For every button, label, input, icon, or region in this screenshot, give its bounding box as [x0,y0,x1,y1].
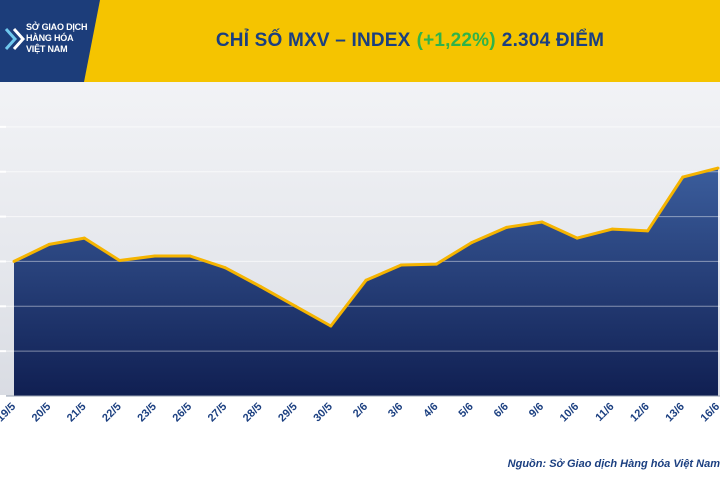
x-tick-label: 28/5 [241,401,265,425]
data-point [329,324,333,328]
data-point [118,259,122,263]
x-tick-label: 4/6 [421,401,440,420]
x-tick-label: 20/5 [30,401,54,425]
chevron-logo-icon [4,27,26,51]
x-tick-label: 13/6 [663,401,687,425]
x-tick-label: 5/6 [456,401,475,420]
x-tick-label: 2/6 [351,401,370,420]
chart-header: SỞ GIAO DỊCH HÀNG HÓA VIỆT NAM CHỈ SỐ MX… [0,0,720,82]
x-tick-label: 19/5 [0,401,18,425]
x-tick-label: 16/6 [699,401,720,425]
title-main: CHỈ SỐ MXV – INDEX [215,30,411,51]
data-point [540,220,544,224]
x-tick-label: 30/5 [311,401,335,425]
data-point [364,278,368,282]
data-point [470,241,474,245]
data-point [294,304,298,308]
x-tick-label: 6/6 [492,401,511,420]
data-point [223,266,227,270]
x-tick-label: 10/6 [558,401,582,425]
x-tick-label: 27/5 [206,401,230,425]
x-tick-label: 29/5 [276,401,300,425]
brand-line-1: SỞ GIAO DỊCH [26,22,88,32]
x-tick-label: 11/6 [593,401,616,424]
title-value: 2.304 ĐIỂM [501,30,605,51]
mxv-index-chart: 19/5 20/5 21/5 22/5 23/5 26/5 27/5 28/5 29/5 30/5… [0,166,720,425]
brand-logo: SỞ GIAO DỊCH HÀNG HÓA VIỆT NAM [0,0,100,82]
data-point [434,262,438,266]
data-point [681,175,685,179]
chart-title: CHỈ SỐ MXV – INDEX (+1,22%) 2.304 ĐIỂM [100,0,720,82]
x-tick-label: 3/6 [386,401,405,420]
data-point [188,254,192,258]
title-change: (+1,22%) [416,30,496,51]
data-point [505,225,509,229]
brand-line-3: VIỆT NAM [26,44,68,54]
data-point [82,236,86,240]
x-tick-label: 12/6 [628,401,652,425]
x-tick-label: 21/5 [65,401,89,425]
x-tick-label: 9/6 [527,401,546,420]
x-tick-label: 22/5 [100,401,124,425]
data-point [47,242,51,246]
x-tick-label: 23/5 [135,401,159,425]
data-point [646,229,650,233]
data-point [153,254,157,258]
data-point [258,285,262,289]
data-point [610,227,614,231]
data-point [399,263,403,267]
brand-line-2: HÀNG HÓA [26,33,74,43]
source-note: Nguồn: Sở Giao dịch Hàng hóa Việt Nam [507,458,720,470]
data-point [12,259,16,263]
data-point [575,236,579,240]
x-tick-label: 26/5 [171,401,195,425]
data-point [716,166,720,170]
brand-name: SỞ GIAO DỊCH HÀNG HÓA VIỆT NAM [26,22,96,55]
